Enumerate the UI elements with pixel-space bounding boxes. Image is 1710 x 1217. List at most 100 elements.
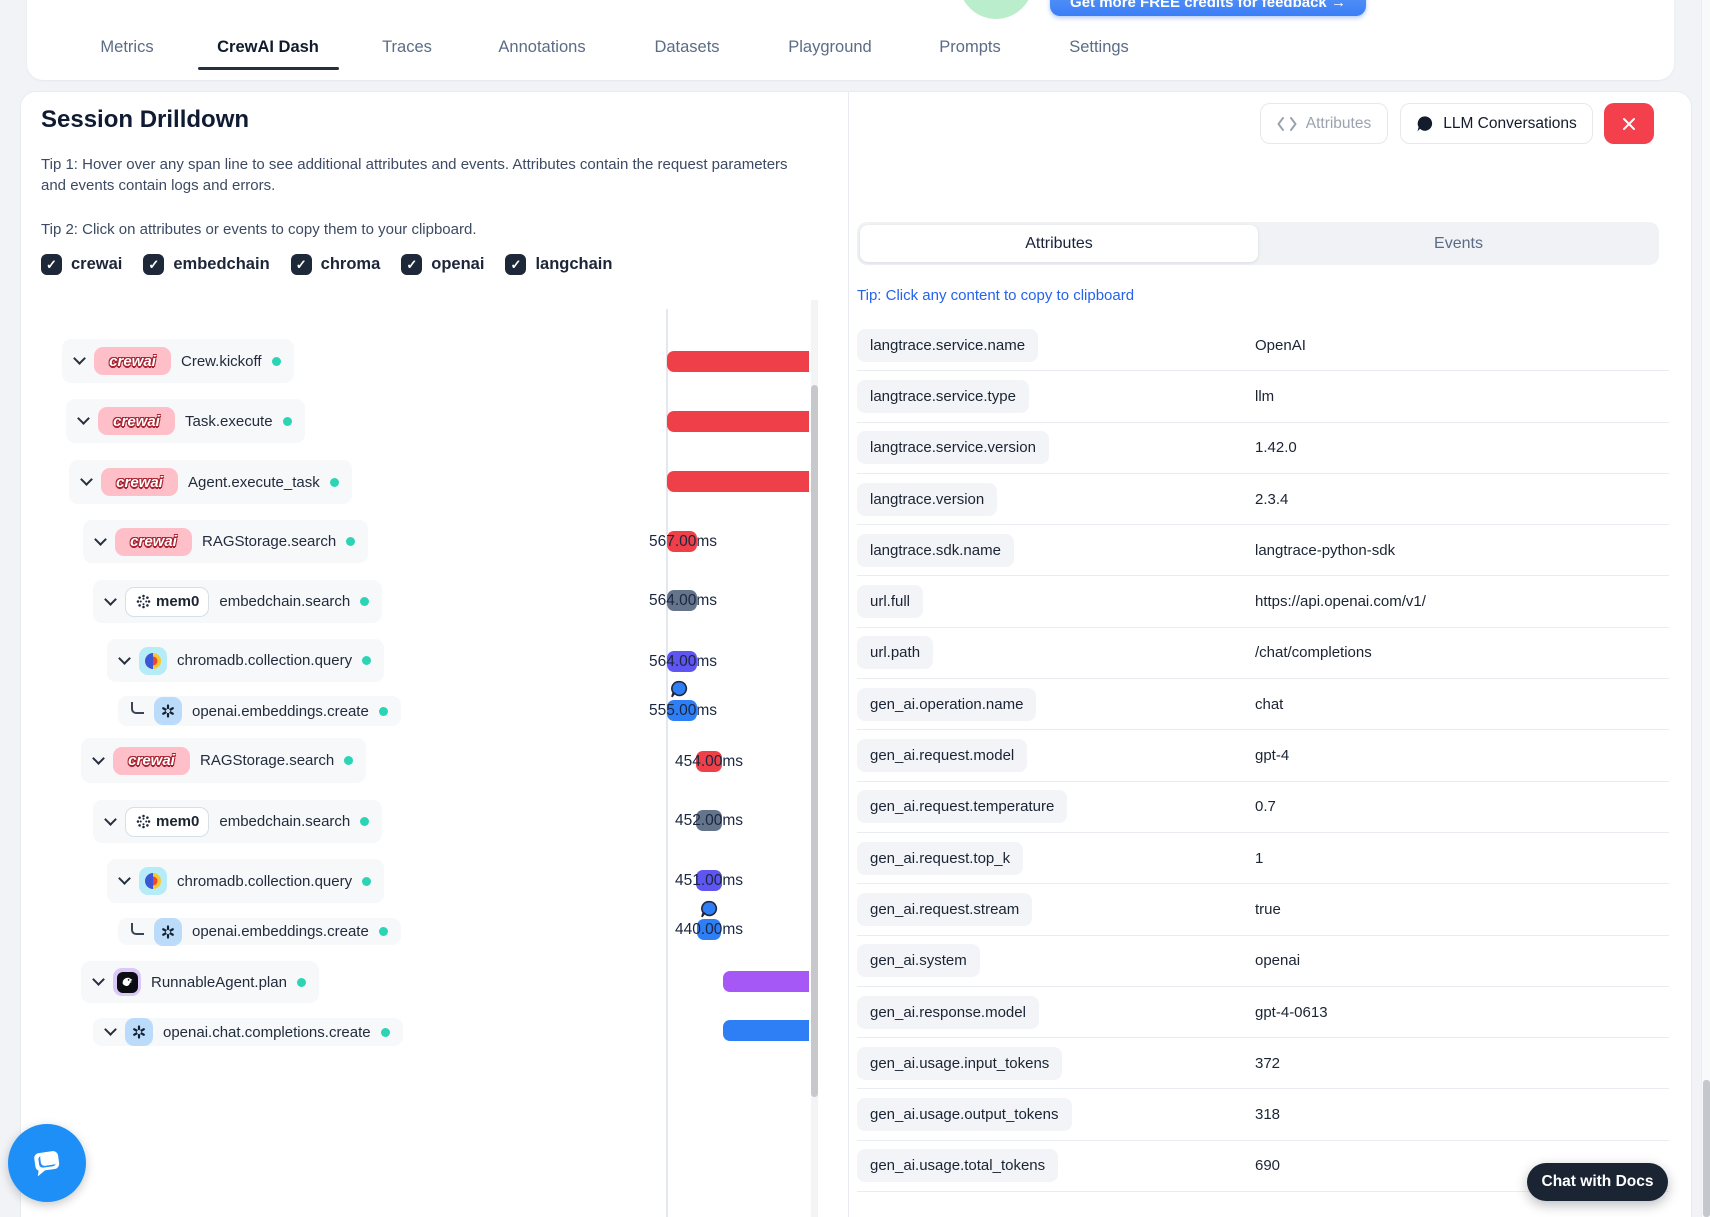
llm-conversations-button[interactable]: LLM Conversations — [1400, 103, 1593, 144]
span-row-openai-embeddings-create[interactable]: openai.embeddings.create — [118, 917, 401, 946]
attribute-value[interactable]: 2.3.4 — [1255, 490, 1289, 508]
nav-tab-traces[interactable]: Traces — [382, 38, 432, 56]
span-row-ragstorage-search[interactable]: crewai RAGStorage.search — [81, 738, 367, 783]
nav-tab-playground[interactable]: Playground — [788, 38, 872, 56]
span-bar-embedchain-search[interactable] — [696, 810, 722, 831]
span-row-openai-chat-completions-create[interactable]: openai.chat.completions.create — [93, 1018, 403, 1046]
attribute-key[interactable]: langtrace.sdk.name — [857, 533, 1014, 567]
span-row-runnableagent-plan[interactable]: RunnableAgent.plan — [81, 961, 319, 1003]
attribute-value[interactable]: llm — [1255, 387, 1275, 405]
nav-tab-prompts[interactable]: Prompts — [939, 38, 1001, 56]
span-bar-ragstorage-search[interactable] — [696, 751, 722, 772]
chevron-down-icon[interactable] — [104, 1023, 117, 1036]
attribute-value[interactable]: 690 — [1255, 1157, 1281, 1175]
attribute-key[interactable]: gen_ai.operation.name — [857, 687, 1037, 721]
attribute-value[interactable]: /chat/completions — [1255, 644, 1372, 662]
attribute-key[interactable]: gen_ai.request.temperature — [857, 790, 1068, 824]
span-bar-embedchain-search[interactable] — [667, 590, 697, 611]
attribute-value[interactable]: langtrace-python-sdk — [1255, 541, 1396, 559]
chevron-down-icon[interactable] — [73, 352, 86, 365]
attribute-key[interactable]: langtrace.service.name — [857, 328, 1039, 362]
checkbox-checked-icon[interactable]: ✓ — [505, 254, 527, 275]
tree-scrollbar-thumb[interactable] — [811, 385, 818, 1097]
attribute-value[interactable]: 1 — [1255, 849, 1264, 867]
attribute-value[interactable]: OpenAI — [1255, 336, 1306, 354]
span-row-openai-embeddings-create[interactable]: openai.embeddings.create — [118, 696, 401, 726]
copy-tip-link[interactable]: Tip: Click any content to copy to clipbo… — [857, 287, 1135, 304]
span-row-ragstorage-search[interactable]: crewai RAGStorage.search — [83, 520, 369, 563]
attribute-key[interactable]: url.path — [857, 636, 934, 670]
attribute-key[interactable]: gen_ai.usage.output_tokens — [857, 1098, 1072, 1132]
chevron-down-icon[interactable] — [104, 592, 117, 606]
filter-langchain[interactable]: ✓ langchain — [505, 254, 612, 275]
attribute-key[interactable]: langtrace.service.version — [857, 431, 1049, 465]
span-bar-ragstorage-search[interactable] — [667, 531, 697, 552]
attribute-key[interactable]: url.full — [857, 585, 924, 619]
attribute-value[interactable]: chat — [1255, 695, 1284, 713]
filter-crewai[interactable]: ✓ crewai — [41, 254, 122, 275]
span-row-task-execute[interactable]: crewai Task.execute — [66, 399, 305, 443]
chevron-down-icon[interactable] — [118, 872, 131, 885]
span-bar-openai-chat-completions-create[interactable] — [723, 1020, 809, 1041]
close-button[interactable] — [1604, 103, 1654, 144]
nav-tab-annotations[interactable]: Annotations — [498, 38, 586, 56]
span-bar-crew-kickoff[interactable] — [667, 351, 809, 372]
attribute-key[interactable]: gen_ai.usage.input_tokens — [857, 1046, 1063, 1080]
span-bar-chromadb-collection-query[interactable] — [696, 870, 722, 891]
attribute-value[interactable]: 0.7 — [1255, 798, 1276, 816]
attribute-value[interactable]: 372 — [1255, 1054, 1281, 1072]
span-row-chromadb-collection-query[interactable]: chromadb.collection.query — [107, 859, 385, 903]
span-bar-agent-execute-task[interactable] — [667, 471, 809, 492]
attribute-key[interactable]: gen_ai.request.stream — [857, 892, 1033, 926]
span-bar-runnableagent-plan[interactable] — [723, 971, 809, 992]
nav-tab-crewai-dash[interactable]: CrewAI Dash — [217, 38, 319, 56]
checkbox-checked-icon[interactable]: ✓ — [41, 254, 62, 275]
free-credits-button[interactable]: Get more FREE credits for feedback → — [1050, 0, 1366, 16]
span-row-embedchain-search[interactable]: mem0 embedchain.search — [93, 580, 383, 623]
tree-scrollbar-track[interactable] — [811, 300, 818, 1217]
checkbox-checked-icon[interactable]: ✓ — [401, 254, 423, 275]
chevron-down-icon[interactable] — [92, 751, 105, 765]
span-row-embedchain-search[interactable]: mem0 embedchain.search — [93, 800, 383, 843]
chevron-down-icon[interactable] — [80, 473, 93, 486]
filter-chroma[interactable]: ✓ chroma — [290, 254, 380, 275]
attribute-value[interactable]: https://api.openai.com/v1/ — [1255, 593, 1426, 611]
chevron-down-icon[interactable] — [77, 412, 90, 425]
attribute-key[interactable]: gen_ai.system — [857, 944, 980, 978]
checkbox-checked-icon[interactable]: ✓ — [290, 254, 312, 275]
chat-with-docs-button[interactable]: Chat with Docs — [1527, 1163, 1668, 1201]
span-bar-openai-embeddings-create[interactable] — [697, 919, 721, 940]
span-row-crew-kickoff[interactable]: crewai Crew.kickoff — [62, 339, 294, 383]
chat-widget-button[interactable] — [8, 1124, 86, 1202]
attribute-key[interactable]: gen_ai.request.model — [857, 739, 1028, 773]
span-bar-openai-embeddings-create[interactable] — [667, 700, 697, 721]
attribute-key[interactable]: gen_ai.usage.total_tokens — [857, 1149, 1059, 1183]
chevron-down-icon[interactable] — [104, 812, 117, 826]
span-bar-task-execute[interactable] — [667, 411, 809, 432]
nav-tab-metrics[interactable]: Metrics — [100, 38, 154, 56]
span-bar-chromadb-collection-query[interactable] — [667, 651, 697, 672]
chevron-down-icon[interactable] — [92, 973, 105, 986]
page-scrollbar-track[interactable] — [1701, 0, 1710, 1217]
attribute-key[interactable]: gen_ai.request.top_k — [857, 841, 1024, 875]
attribute-value[interactable]: gpt-4 — [1255, 747, 1290, 765]
chevron-down-icon[interactable] — [94, 532, 107, 546]
nav-tab-datasets[interactable]: Datasets — [654, 38, 720, 56]
attribute-value[interactable]: openai — [1255, 952, 1301, 970]
attribute-value[interactable]: gpt-4-0613 — [1255, 1003, 1328, 1021]
tab-events[interactable]: Events — [1434, 234, 1483, 252]
attribute-key[interactable]: gen_ai.response.model — [857, 995, 1039, 1029]
attribute-value[interactable]: 1.42.0 — [1255, 439, 1297, 457]
attributes-button[interactable]: Attributes — [1260, 103, 1388, 144]
attribute-key[interactable]: langtrace.version — [857, 482, 998, 516]
chevron-down-icon[interactable] — [118, 651, 131, 665]
attribute-value[interactable]: true — [1255, 900, 1281, 918]
attribute-key[interactable]: langtrace.service.type — [857, 379, 1029, 413]
attribute-value[interactable]: 318 — [1255, 1106, 1281, 1124]
filter-embedchain[interactable]: ✓ embedchain — [143, 254, 270, 275]
checkbox-checked-icon[interactable]: ✓ — [143, 254, 165, 275]
filter-openai[interactable]: ✓ openai — [401, 254, 484, 275]
span-row-agent-execute-task[interactable]: crewai Agent.execute_task — [69, 460, 352, 504]
page-scrollbar-thumb[interactable] — [1703, 1080, 1710, 1217]
nav-tab-settings[interactable]: Settings — [1069, 38, 1129, 56]
